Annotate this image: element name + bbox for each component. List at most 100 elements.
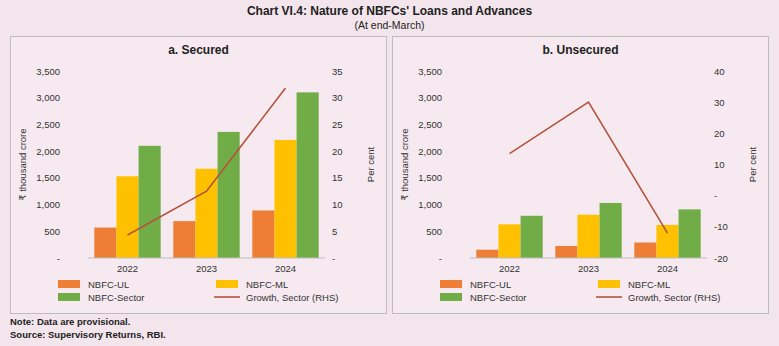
y-tick-label: 3,500 <box>36 66 60 77</box>
y2-tick <box>707 164 711 165</box>
bar <box>94 228 116 258</box>
y-tick <box>466 124 470 125</box>
panel: b. Unsecured - 500 1,000 1,500 2,000 2,500 3,00… <box>392 36 769 314</box>
bar <box>634 243 656 258</box>
y-tick-label: 2,000 <box>418 146 442 157</box>
bar <box>218 132 240 258</box>
y2-tick-label: -20 <box>714 253 728 264</box>
y-tick-label: 3,500 <box>418 66 442 77</box>
y2-tick-label: 10 <box>714 159 725 170</box>
y2-tick-label: 20 <box>714 128 725 139</box>
y-tick <box>84 204 88 205</box>
y-tick-label: 1,500 <box>36 172 60 183</box>
y-tick <box>84 177 88 178</box>
bar <box>139 146 161 258</box>
y-tick <box>466 97 470 98</box>
plot <box>94 88 318 258</box>
y-tick <box>84 258 88 259</box>
x-tick-label: 2024 <box>657 263 678 274</box>
y2-tick <box>325 204 329 205</box>
y-tick <box>84 71 88 72</box>
bar <box>297 92 319 258</box>
note: Note: Data are provisional. <box>10 316 130 327</box>
y2-tick <box>325 258 329 259</box>
legend-swatch <box>440 280 462 288</box>
x-tick-label: 2023 <box>196 263 217 274</box>
y-tick <box>466 258 470 259</box>
bar <box>656 225 678 258</box>
y2-axis-title: Per cent <box>747 146 758 182</box>
y-tick <box>466 204 470 205</box>
legend-label: NBFC-UL <box>88 279 129 290</box>
panel-title: a. Secured <box>168 43 229 57</box>
y-tick-label: - <box>57 253 60 264</box>
bar <box>577 215 599 258</box>
y2-tick <box>707 133 711 134</box>
legend-label: Growth, Sector (RHS) <box>628 292 720 303</box>
y2-tick-label: 30 <box>714 97 725 108</box>
bar <box>600 203 622 258</box>
bar <box>476 250 498 258</box>
legend-swatch <box>598 280 620 288</box>
y2-tick-label: 30 <box>332 92 343 103</box>
y-tick-label: 1,000 <box>36 199 60 210</box>
y-tick-label: 3,000 <box>418 92 442 103</box>
bar <box>252 210 274 258</box>
y-tick <box>84 97 88 98</box>
y-tick-label: 2,500 <box>418 119 442 130</box>
legend-swatch <box>216 280 238 288</box>
x-tick-label: 2023 <box>578 263 599 274</box>
panel-frame <box>11 37 387 314</box>
y-tick-label: 1,000 <box>418 199 442 210</box>
bar <box>274 140 296 258</box>
y2-tick <box>325 71 329 72</box>
bar <box>679 209 701 258</box>
chart-subtitle: (At end-March) <box>0 19 779 31</box>
y2-tick <box>707 71 711 72</box>
y2-tick <box>707 258 711 259</box>
y2-tick-label: 10 <box>332 199 343 210</box>
y-tick <box>84 124 88 125</box>
y2-tick-label: 35 <box>332 66 343 77</box>
y2-tick <box>325 124 329 125</box>
panel-title: b. Unsecured <box>542 43 618 57</box>
legend-swatch <box>58 293 80 301</box>
plot <box>476 102 700 258</box>
legend-label: NBFC-UL <box>470 279 511 290</box>
y-tick <box>84 231 88 232</box>
legend-label: NBFC-Sector <box>88 292 144 303</box>
y-tick <box>466 71 470 72</box>
bar <box>498 224 520 258</box>
y2-tick-label: -10 <box>714 221 728 232</box>
legend-swatch <box>440 293 462 301</box>
baseline <box>470 258 707 259</box>
y2-axis-title: Per cent <box>365 146 376 182</box>
y-tick <box>466 151 470 152</box>
y2-tick-label: 40 <box>714 66 725 77</box>
line <box>510 102 668 233</box>
bar <box>116 176 138 258</box>
legend-label: NBFC-Sector <box>470 292 526 303</box>
legend-label: NBFC-ML <box>246 279 288 290</box>
y-tick-label: 500 <box>44 226 60 237</box>
x-tick-label: 2022 <box>499 263 520 274</box>
y-tick-label: 500 <box>426 226 442 237</box>
panel: a. Secured-5001,0001,5002,0002,5003,0003… <box>10 36 387 314</box>
bar <box>555 246 577 258</box>
y2-tick-label: - <box>332 253 335 264</box>
y2-tick-label: 15 <box>332 172 343 183</box>
y-tick-label: 1,500 <box>418 172 442 183</box>
y2-tick-label: - <box>714 190 717 201</box>
y2-tick <box>707 102 711 103</box>
y2-tick-label: 20 <box>332 146 343 157</box>
legend-label: NBFC-ML <box>628 279 670 290</box>
legend-swatch <box>214 296 240 298</box>
y-tick-label: - <box>439 253 442 264</box>
y-axis-title: ₹ thousand crore <box>17 128 28 200</box>
x-tick-label: 2022 <box>117 263 138 274</box>
x-tick-label: 2024 <box>275 263 296 274</box>
chart-title: Chart VI.4: Nature of NBFCs' Loans and A… <box>0 4 779 18</box>
y-tick <box>84 151 88 152</box>
y2-tick <box>325 177 329 178</box>
y2-tick-label: 5 <box>332 226 337 237</box>
